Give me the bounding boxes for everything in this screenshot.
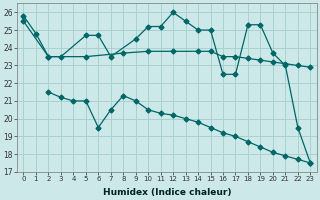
X-axis label: Humidex (Indice chaleur): Humidex (Indice chaleur) [103,188,231,197]
